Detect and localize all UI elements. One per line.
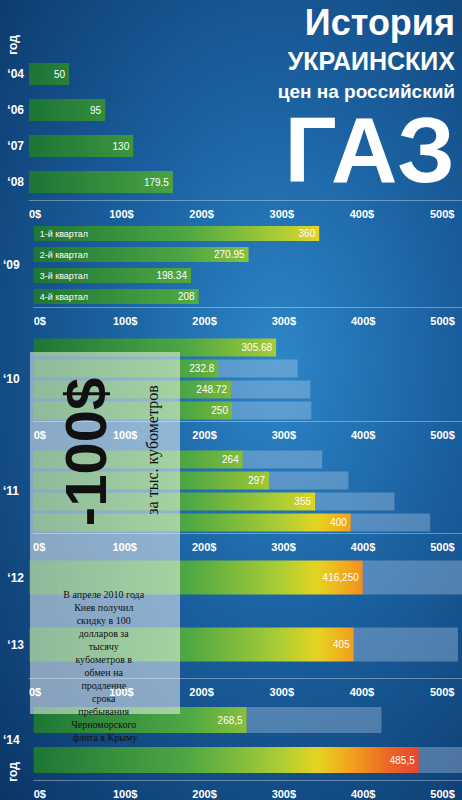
svg-text:0$: 0$ bbox=[34, 315, 46, 327]
svg-text:Киев получил: Киев получил bbox=[74, 602, 136, 613]
svg-text:232.8: 232.8 bbox=[189, 363, 214, 374]
svg-text:200$: 200$ bbox=[189, 686, 213, 698]
svg-text:500$: 500$ bbox=[430, 686, 454, 698]
svg-text:пребывания: пребывания bbox=[78, 706, 131, 717]
svg-text:100$: 100$ bbox=[113, 315, 137, 327]
svg-text:248.72: 248.72 bbox=[196, 384, 227, 395]
svg-text:‘13: ‘13 bbox=[7, 638, 24, 652]
svg-text:200$: 200$ bbox=[192, 429, 216, 441]
svg-text:405: 405 bbox=[333, 639, 350, 650]
svg-text:297: 297 bbox=[248, 475, 265, 486]
svg-text:200$: 200$ bbox=[192, 541, 216, 553]
svg-text:‘12: ‘12 bbox=[7, 571, 24, 585]
svg-text:400$: 400$ bbox=[351, 788, 375, 800]
svg-text:цен на российский: цен на российский bbox=[277, 81, 455, 102]
svg-text:2-й квартал: 2-й квартал bbox=[40, 250, 88, 260]
svg-text:500$: 500$ bbox=[430, 315, 454, 327]
svg-text:300$: 300$ bbox=[272, 429, 296, 441]
svg-text:50: 50 bbox=[54, 69, 66, 80]
svg-text:500$: 500$ bbox=[430, 541, 454, 553]
svg-text:300$: 300$ bbox=[270, 208, 294, 220]
svg-text:198.34: 198.34 bbox=[156, 270, 187, 281]
svg-text:360: 360 bbox=[299, 228, 316, 239]
svg-text:УКРАИНСКИХ: УКРАИНСКИХ bbox=[288, 47, 456, 75]
svg-text:400$: 400$ bbox=[351, 315, 375, 327]
svg-text:200$: 200$ bbox=[192, 315, 216, 327]
svg-text:кубометров в: кубометров в bbox=[75, 654, 134, 665]
svg-text:300$: 300$ bbox=[270, 686, 294, 698]
svg-text:400$: 400$ bbox=[351, 429, 375, 441]
svg-text:История: История bbox=[305, 2, 455, 43]
svg-text:500$: 500$ bbox=[430, 208, 454, 220]
svg-text:обмен на: обмен на bbox=[85, 667, 126, 678]
svg-text:500$: 500$ bbox=[430, 788, 454, 800]
svg-text:В апреле 2010 года: В апреле 2010 года bbox=[63, 589, 146, 600]
svg-text:за тыс. кубометров: за тыс. кубометров bbox=[144, 385, 162, 515]
svg-text:скидку в 100: скидку в 100 bbox=[77, 615, 134, 626]
svg-text:тысячу: тысячу bbox=[89, 641, 122, 652]
svg-text:200$: 200$ bbox=[189, 208, 213, 220]
svg-text:179.5: 179.5 bbox=[144, 177, 169, 188]
svg-text:‘06: ‘06 bbox=[7, 103, 24, 117]
svg-text:400$: 400$ bbox=[350, 208, 374, 220]
svg-text:400$: 400$ bbox=[351, 541, 375, 553]
svg-text:95: 95 bbox=[90, 105, 102, 116]
svg-text:4-й квартал: 4-й квартал bbox=[40, 292, 88, 302]
svg-text:‘11: ‘11 bbox=[3, 484, 19, 498]
svg-text:‘04: ‘04 bbox=[7, 67, 24, 81]
svg-text:‘10: ‘10 bbox=[3, 372, 20, 386]
svg-text:Черноморского: Черноморского bbox=[71, 719, 139, 730]
svg-text:300$: 300$ bbox=[272, 788, 296, 800]
svg-text:ГАЗ: ГАЗ bbox=[285, 99, 455, 201]
svg-text:-100$: -100$ bbox=[53, 378, 118, 526]
svg-text:500$: 500$ bbox=[430, 429, 454, 441]
svg-text:‘07: ‘07 bbox=[7, 139, 24, 153]
svg-text:130: 130 bbox=[113, 141, 130, 152]
svg-text:300$: 300$ bbox=[272, 315, 296, 327]
svg-text:100$: 100$ bbox=[113, 788, 137, 800]
svg-text:270.95: 270.95 bbox=[214, 249, 245, 260]
svg-text:485,5: 485,5 bbox=[390, 755, 415, 766]
svg-text:1-й квартал: 1-й квартал bbox=[40, 229, 88, 239]
svg-text:3-й квартал: 3-й квартал bbox=[40, 271, 88, 281]
svg-text:срока: срока bbox=[92, 693, 118, 704]
svg-text:0$: 0$ bbox=[34, 788, 46, 800]
svg-text:100$: 100$ bbox=[109, 208, 133, 220]
svg-text:200$: 200$ bbox=[192, 788, 216, 800]
svg-text:продление: продление bbox=[81, 680, 128, 691]
svg-text:208: 208 bbox=[178, 291, 195, 302]
svg-text:355: 355 bbox=[294, 496, 311, 507]
svg-text:300$: 300$ bbox=[271, 541, 295, 553]
svg-text:268,5: 268,5 bbox=[218, 715, 243, 726]
svg-text:долларов за: долларов за bbox=[79, 628, 132, 639]
svg-text:416,250: 416,250 bbox=[323, 572, 360, 583]
svg-text:400: 400 bbox=[330, 517, 347, 528]
svg-text:год: год bbox=[6, 35, 20, 55]
svg-text:флота в Крыму: флота в Крыму bbox=[73, 732, 137, 743]
svg-text:год: год bbox=[6, 762, 20, 782]
svg-text:0$: 0$ bbox=[29, 208, 41, 220]
svg-text:305.68: 305.68 bbox=[242, 342, 273, 353]
svg-text:250: 250 bbox=[211, 405, 228, 416]
svg-text:264: 264 bbox=[222, 454, 239, 465]
svg-text:400$: 400$ bbox=[350, 686, 374, 698]
svg-text:‘09: ‘09 bbox=[3, 258, 20, 272]
svg-text:‘08: ‘08 bbox=[7, 175, 24, 189]
svg-text:‘14: ‘14 bbox=[3, 733, 20, 747]
